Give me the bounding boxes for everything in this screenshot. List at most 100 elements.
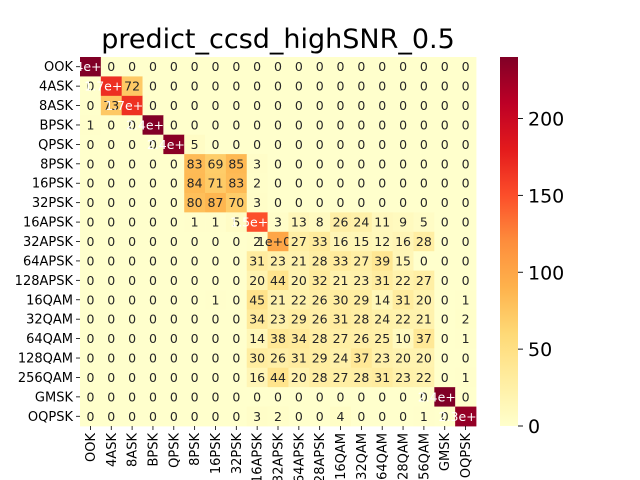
heatmap-cell [371, 270, 394, 291]
cell-value-label: 20 [416, 351, 432, 366]
cell-value-label: 0 [128, 137, 136, 152]
cell-value-label: 0 [337, 59, 345, 74]
heatmap-cell [246, 328, 268, 349]
heatmap-cell [350, 231, 373, 252]
cell-value-label: 72 [124, 79, 140, 94]
heatmap-cell [330, 270, 352, 291]
heatmap-cell [205, 348, 227, 369]
heatmap-cell [330, 115, 352, 136]
cell-value-label: 0 [378, 117, 386, 132]
cell-value-label: 0 [128, 351, 136, 366]
colorbar: 0 50 100 150 200 [500, 57, 564, 438]
cell-value-label: 0 [86, 98, 94, 113]
cell-value-label: 0 [149, 156, 157, 171]
heatmap-cell [350, 154, 373, 174]
heatmap-cell [392, 95, 414, 116]
cell-value-label: 0 [420, 389, 428, 404]
heatmap-cell [80, 328, 102, 349]
cell-value-label: 0 [316, 98, 324, 113]
heatmap-cell [455, 134, 477, 155]
cell-value-label: 20 [416, 292, 432, 307]
x-tick-label: 128APSK [313, 433, 328, 480]
cell-value-label: 0 [441, 98, 449, 113]
heatmap-cell [163, 270, 185, 291]
heatmap-cell [434, 367, 456, 388]
heatmap-cell [100, 231, 123, 252]
cell-value-label: 0 [337, 79, 345, 94]
cell-value-label: 0 [274, 389, 282, 404]
cell-value-label: 0 [86, 137, 94, 152]
heatmap-cell [121, 173, 143, 194]
cell-value-label: 16 [333, 234, 349, 249]
heatmap-cell [142, 192, 164, 213]
cell-value-label: 73 [103, 98, 119, 113]
cell-value-label: 8 [316, 215, 324, 230]
cell-value-label: 25 [374, 331, 390, 346]
cell-value-label: 0 [462, 195, 470, 210]
heatmap-cell [163, 251, 185, 272]
cell-value-label: 20 [291, 273, 307, 288]
cell-value-label: 5 [232, 215, 240, 230]
heatmap-cell [184, 115, 206, 136]
cell-value-label: 0 [316, 409, 324, 424]
cell-value-label: 0 [149, 195, 157, 210]
heatmap-cell [434, 290, 456, 310]
heatmap-cell [142, 57, 164, 77]
heatmap-cell [246, 76, 268, 97]
cell-value-label: 21 [333, 273, 349, 288]
cell-value-label: 29 [291, 312, 307, 327]
cell-value-label: 0 [107, 176, 115, 191]
x-tick-label: 16APSK [251, 433, 266, 480]
heatmap-cell [205, 251, 227, 272]
cell-value-label: 0 [232, 312, 240, 327]
heatmap-cell [80, 134, 102, 155]
heatmap-cell [392, 115, 414, 136]
cell-value-label: 0 [357, 195, 365, 210]
heatmap-cell [100, 328, 123, 349]
heatmap-cell [142, 173, 164, 194]
cell-value-label: 0 [191, 292, 199, 307]
colorbar-tick-label: 150 [528, 185, 564, 207]
cell-value-label: 0 [253, 389, 261, 404]
cell-value-label: 0 [441, 79, 449, 94]
cell-value-label: 0 [399, 59, 407, 74]
cell-value-label: 23 [395, 370, 411, 385]
heatmap-cell [371, 115, 394, 136]
heatmap-cell [350, 57, 373, 77]
heatmap-cell [267, 134, 289, 155]
cell-value-label: 0 [149, 292, 157, 307]
heatmap-cell [246, 290, 268, 310]
y-tick-label: 128APSK [15, 274, 74, 289]
cell-value-label: 80 [187, 195, 203, 210]
heatmap-cell [163, 406, 185, 427]
cell-value-label: 0 [462, 215, 470, 230]
heatmap-cell [142, 115, 164, 136]
cell-value-label: 0 [274, 176, 282, 191]
heatmap-cell [392, 154, 414, 174]
cell-value-label: 27 [291, 234, 307, 249]
heatmap-cell [434, 309, 456, 330]
cell-value-label: 0 [232, 253, 240, 268]
heatmap-cell [163, 290, 185, 310]
cell-value-label: 15 [353, 234, 369, 249]
cell-value-label: 0 [232, 59, 240, 74]
heatmap-cell [184, 134, 206, 155]
heatmap-cell [142, 387, 164, 407]
heatmap-cell [121, 406, 143, 427]
heatmap-cell [121, 212, 143, 233]
heatmap-cell [246, 367, 268, 388]
cell-value-label: 0 [191, 273, 199, 288]
heatmap-cell [184, 406, 206, 427]
heatmap-cell [267, 192, 289, 213]
x-tick-label: 8ASK [126, 433, 141, 467]
cell-value-label: 0 [128, 253, 136, 268]
cell-value-label: 0 [399, 176, 407, 191]
heatmap-cell [434, 192, 456, 213]
heatmap-cell [288, 115, 310, 136]
cell-value-label: 0 [232, 234, 240, 249]
cell-value-label: 0 [86, 370, 94, 385]
heatmap-cell [142, 309, 164, 330]
heatmap-cell [121, 290, 143, 310]
heatmap-cell [121, 95, 143, 116]
cell-value-label: 0 [462, 98, 470, 113]
